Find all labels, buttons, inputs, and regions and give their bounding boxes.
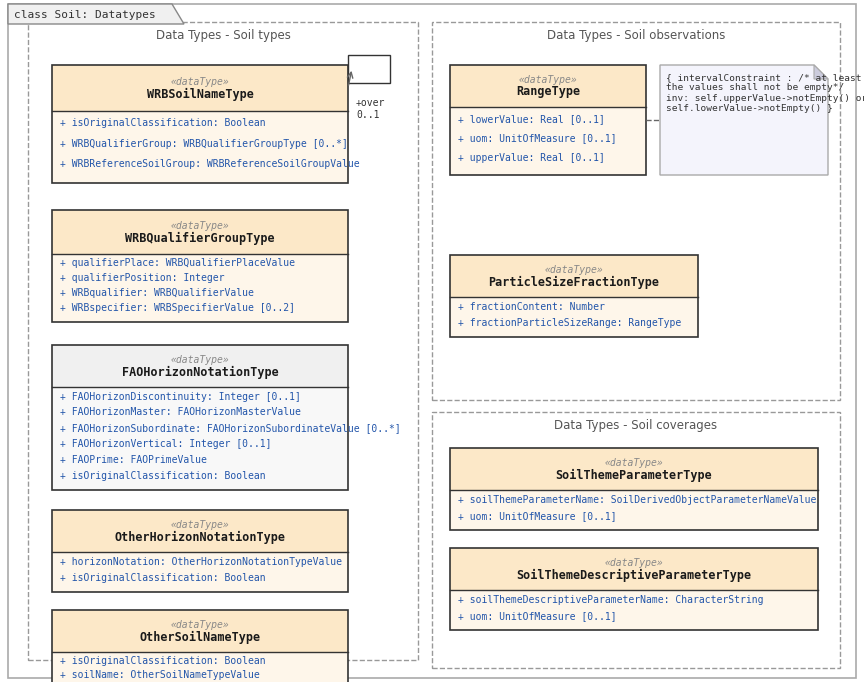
Text: + FAOPrime: FAOPrimeValue: + FAOPrime: FAOPrimeValue [60,455,206,465]
Text: «dataType»: «dataType» [544,265,603,275]
Text: SoilThemeParameterType: SoilThemeParameterType [556,469,713,481]
Polygon shape [814,65,828,79]
Bar [432,22,840,400]
Bar [52,254,348,322]
Text: + isOriginalClassification: Boolean: + isOriginalClassification: Boolean [60,655,265,666]
Text: «dataType»: «dataType» [605,458,664,468]
Bar [52,345,348,490]
Text: + isOriginalClassification: Boolean: + isOriginalClassification: Boolean [60,471,265,481]
Text: + horizonNotation: OtherHorizonNotationTypeValue: + horizonNotation: OtherHorizonNotationT… [60,557,342,567]
Text: + uom: UnitOfMeasure [0..1]: + uom: UnitOfMeasure [0..1] [458,133,617,143]
Bar [52,387,348,490]
Bar [52,345,348,387]
Bar [52,210,348,322]
Text: Data Types - Soil coverages: Data Types - Soil coverages [555,419,718,432]
Text: + FAOHorizonSubordinate: FAOHorizonSubordinateValue [0..*]: + FAOHorizonSubordinate: FAOHorizonSubor… [60,424,401,433]
Bar [450,548,818,590]
Text: Data Types - Soil types: Data Types - Soil types [156,29,290,42]
Bar [52,610,348,682]
Bar [450,448,818,530]
Text: + WRBspecifier: WRBSpecifierValue [0..2]: + WRBspecifier: WRBSpecifierValue [0..2] [60,303,295,314]
Bar [52,65,348,111]
Bar [450,448,818,490]
Text: OtherHorizonNotationType: OtherHorizonNotationType [115,531,285,544]
Polygon shape [660,65,828,175]
Bar [450,490,818,530]
Text: «dataType»: «dataType» [170,520,229,530]
Bar [52,510,348,592]
Bar [450,107,646,175]
Text: «dataType»: «dataType» [170,355,229,365]
Text: «dataType»: «dataType» [518,75,577,85]
Text: «dataType»: «dataType» [605,558,664,568]
Text: + soilThemeParameterName: SoilDerivedObjectParameterNameValue: + soilThemeParameterName: SoilDerivedObj… [458,494,816,505]
Text: WRBSoilNameType: WRBSoilNameType [147,87,253,100]
Text: + WRBqualifier: WRBQualifierValue: + WRBqualifier: WRBQualifierValue [60,288,254,298]
Bar [52,210,348,254]
Bar [450,297,698,337]
Bar [52,111,348,183]
Bar [28,22,418,660]
Bar [450,65,646,107]
Text: + fractionParticleSizeRange: RangeType: + fractionParticleSizeRange: RangeType [458,318,681,327]
Text: FAOHorizonNotationType: FAOHorizonNotationType [122,366,278,379]
Polygon shape [8,4,184,24]
Text: RangeType: RangeType [516,85,580,98]
Text: ParticleSizeFractionType: ParticleSizeFractionType [488,276,659,288]
Text: «dataType»: «dataType» [170,221,229,231]
Text: + WRBQualifierGroup: WRBQualifierGroupType [0..*]: + WRBQualifierGroup: WRBQualifierGroupTy… [60,139,348,149]
Text: OtherSoilNameType: OtherSoilNameType [139,630,261,644]
Text: + uom: UnitOfMeasure [0..1]: + uom: UnitOfMeasure [0..1] [458,511,617,520]
Text: + soilName: OtherSoilNameTypeValue: + soilName: OtherSoilNameTypeValue [60,670,260,680]
Text: + FAOHorizonDiscontinuity: Integer [0..1]: + FAOHorizonDiscontinuity: Integer [0..1… [60,391,301,402]
Text: + uom: UnitOfMeasure [0..1]: + uom: UnitOfMeasure [0..1] [458,610,617,621]
Text: + qualifierPosition: Integer: + qualifierPosition: Integer [60,273,225,283]
Text: + isOriginalClassification: Boolean: + isOriginalClassification: Boolean [60,573,265,582]
Bar [52,510,348,552]
Bar [450,255,698,337]
Bar [52,65,348,183]
Text: WRBQualifierGroupType: WRBQualifierGroupType [125,231,275,245]
Text: + FAOHorizonVertical: Integer [0..1]: + FAOHorizonVertical: Integer [0..1] [60,439,271,449]
Bar [450,255,698,297]
Bar [348,55,390,83]
Text: «dataType»: «dataType» [170,620,229,630]
Text: + isOriginalClassification: Boolean: + isOriginalClassification: Boolean [60,119,265,128]
Bar [450,548,818,630]
Text: class Soil: Datatypes: class Soil: Datatypes [14,10,156,20]
Text: +over
0..1: +over 0..1 [356,98,385,119]
Text: + WRBReferenceSoilGroup: WRBReferenceSoilGroupValue: + WRBReferenceSoilGroup: WRBReferenceSoi… [60,160,359,170]
Text: «dataType»: «dataType» [170,77,229,87]
Text: + lowerValue: Real [0..1]: + lowerValue: Real [0..1] [458,114,605,123]
Text: Data Types - Soil observations: Data Types - Soil observations [547,29,725,42]
Bar [450,65,646,175]
Text: + upperValue: Real [0..1]: + upperValue: Real [0..1] [458,153,605,162]
Bar [432,412,840,668]
Text: { intervalConstraint : /* at least one of
the values shall not be empty*/
inv: s: { intervalConstraint : /* at least one o… [666,73,864,113]
Text: SoilThemeDescriptiveParameterType: SoilThemeDescriptiveParameterType [517,569,752,582]
Bar [52,652,348,682]
Text: + soilThemeDescriptiveParameterName: CharacterString: + soilThemeDescriptiveParameterName: Cha… [458,595,764,605]
Text: + qualifierPlace: WRBQualifierPlaceValue: + qualifierPlace: WRBQualifierPlaceValue [60,258,295,268]
Bar [52,610,348,652]
Text: + FAOHorizonMaster: FAOHorizonMasterValue: + FAOHorizonMaster: FAOHorizonMasterValu… [60,407,301,417]
Text: + fractionContent: Number: + fractionContent: Number [458,301,605,312]
Bar [52,552,348,592]
Bar [450,590,818,630]
